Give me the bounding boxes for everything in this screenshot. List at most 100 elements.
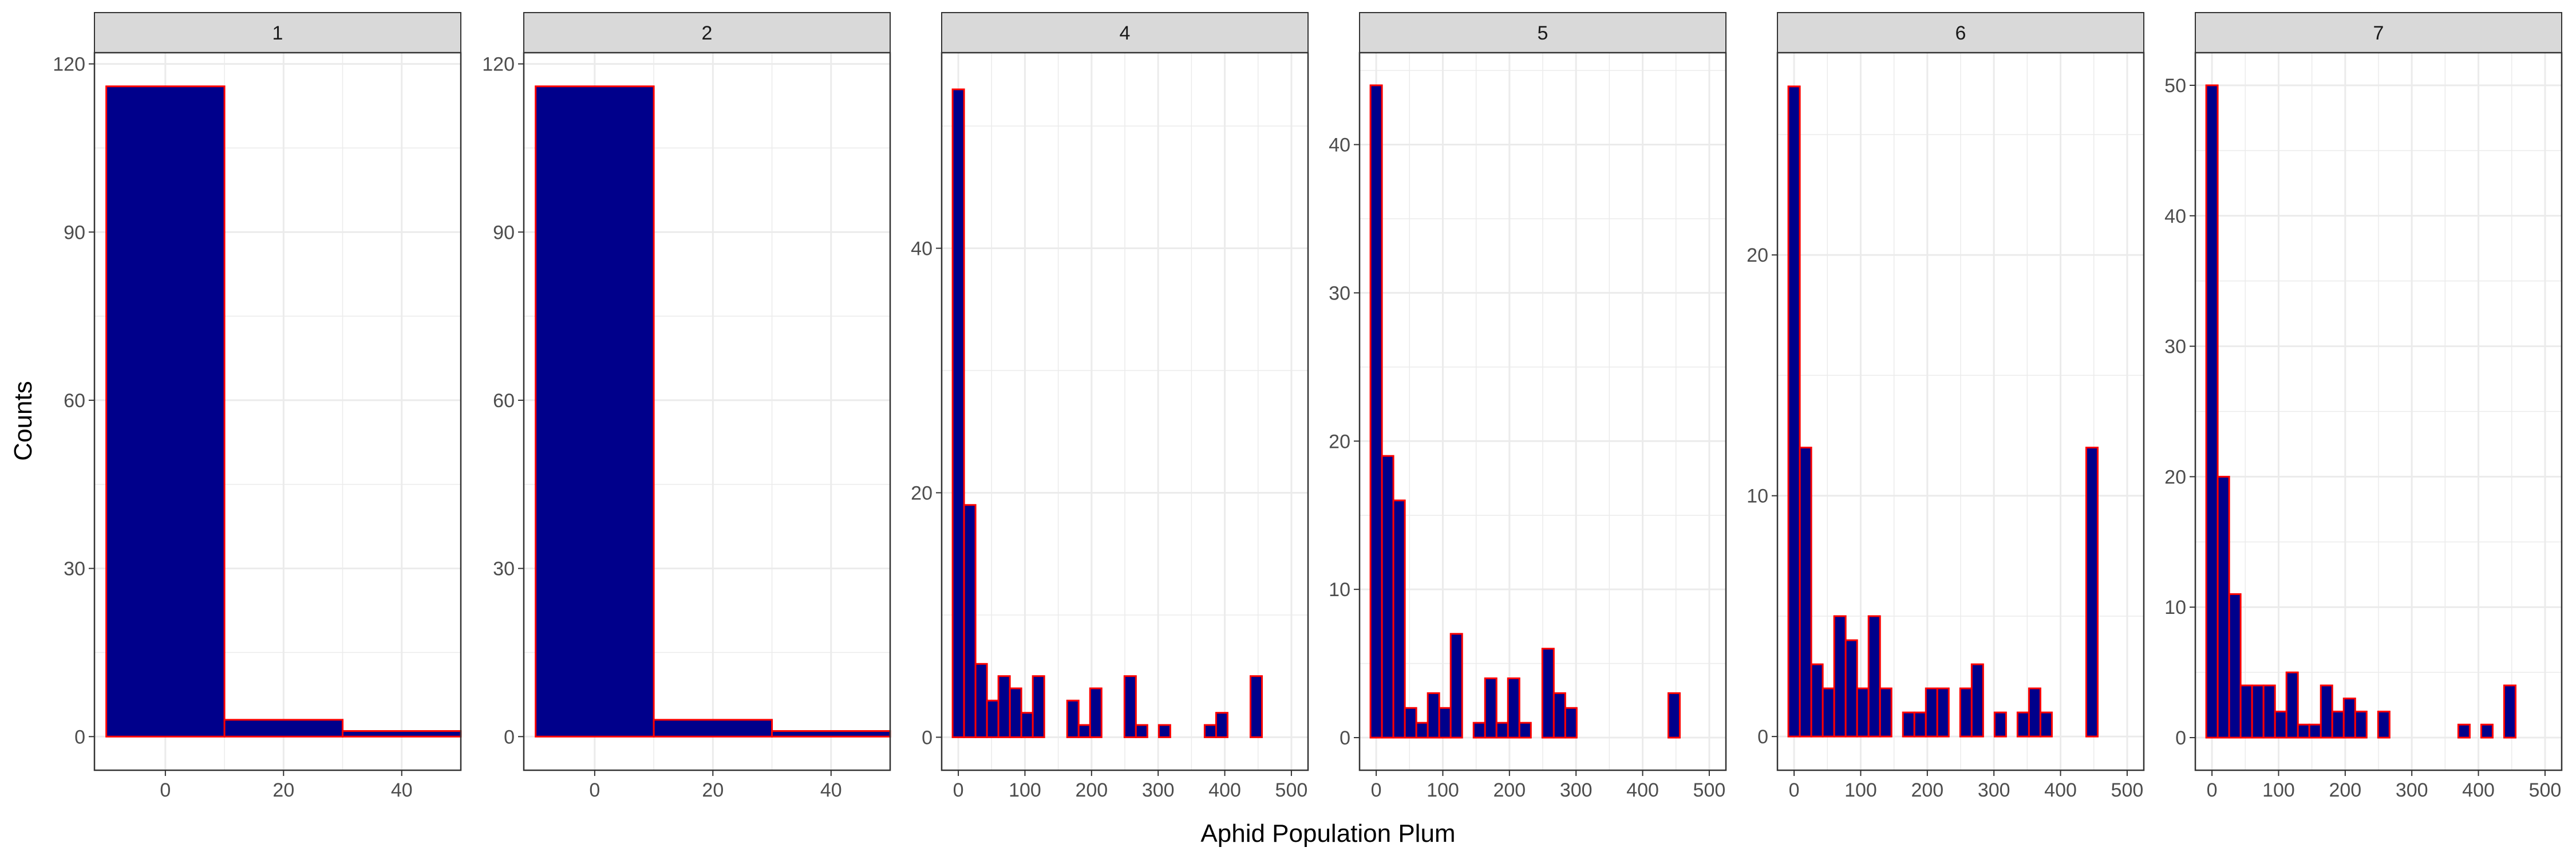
facet-strip [1777, 12, 2144, 53]
histogram-bar [2239, 684, 2253, 739]
x-tick-label: 500 [2111, 779, 2144, 801]
x-tick-label: 0 [1789, 779, 1800, 801]
x-tick-label: 300 [1978, 779, 2010, 801]
x-tick-label: 0 [2207, 779, 2218, 801]
y-tick-label: 30 [64, 558, 85, 580]
x-tick-label: 20 [702, 779, 724, 801]
histogram-bar [1392, 499, 1406, 739]
facet-strip-label: 2 [702, 22, 713, 44]
histogram-bar [223, 719, 344, 738]
histogram-bar [1157, 724, 1171, 738]
histogram-bar [1404, 707, 1417, 739]
histogram-bar [1844, 639, 1858, 738]
histogram-bar [2016, 711, 2030, 738]
x-tick-label: 100 [1844, 779, 1877, 801]
histogram-bar [342, 730, 462, 738]
y-tick-label: 20 [911, 482, 933, 504]
histogram-bar [2274, 710, 2287, 739]
y-tick-label: 0 [74, 726, 85, 748]
x-tick-label: 300 [2396, 779, 2428, 801]
x-tick-label: 200 [1493, 779, 1526, 801]
histogram-bar [1959, 687, 1973, 738]
histogram-bar [1970, 663, 1984, 738]
y-tick-label: 0 [1757, 726, 1768, 748]
histogram-bar [1552, 692, 1566, 739]
x-tick-label: 400 [2044, 779, 2077, 801]
y-tick-label: 10 [1747, 486, 1768, 507]
facet-panel-6: 6 0 100 200 300 400 500 0 10 20 [1747, 12, 2145, 801]
histogram-bar [1203, 724, 1217, 738]
facet-strip-label: 1 [272, 22, 283, 44]
histogram-bar [1249, 675, 1263, 738]
histogram-bar [1810, 663, 1824, 738]
histogram-bar [2285, 671, 2299, 739]
facet-strip [94, 12, 461, 53]
y-tick-label: 90 [64, 222, 85, 243]
histogram-bar [1495, 722, 1509, 739]
x-tick-label: 100 [1009, 779, 1041, 801]
histogram-bar [1484, 677, 1498, 739]
x-tick-label: 40 [391, 779, 413, 801]
histogram-bar [1089, 687, 1103, 738]
y-tick-label: 40 [1329, 135, 1350, 156]
panel-border [1358, 52, 1727, 771]
x-axis-title: Aphid Population Plum [1200, 819, 1455, 848]
histogram-bar [1438, 707, 1452, 739]
facet-strip [941, 12, 1309, 53]
histogram-bar [1066, 699, 1080, 738]
histogram-bar [1667, 692, 1681, 739]
histogram-bar [653, 719, 773, 738]
x-tick-label: 100 [1427, 779, 1459, 801]
facet-strip-label: 7 [2373, 22, 2384, 44]
histogram-bar [1902, 711, 1915, 738]
x-tick-label: 0 [160, 779, 171, 801]
histogram-bar [2205, 84, 2219, 739]
y-tick-label: 60 [493, 390, 515, 412]
histogram-bar [1449, 633, 1463, 739]
histogram-bar [535, 85, 655, 738]
histogram-bar [1507, 677, 1520, 739]
histogram-bar [1369, 84, 1383, 739]
facet-strip-label: 4 [1120, 22, 1131, 44]
x-tick-label: 500 [2529, 779, 2562, 801]
x-tick-label: 500 [1275, 779, 1308, 801]
histogram-bar [1077, 724, 1091, 738]
histogram-bar [1020, 712, 1034, 738]
y-tick-label: 10 [2164, 597, 2186, 618]
histogram-bar [2028, 687, 2041, 738]
panel-border [2194, 52, 2563, 771]
x-tick-label: 0 [1371, 779, 1382, 801]
y-tick-label: 40 [2164, 206, 2186, 227]
x-tick-label: 0 [589, 779, 600, 801]
histogram-bar [2039, 711, 2053, 738]
facet-strip-label: 5 [1538, 22, 1548, 44]
histogram-bar [1993, 711, 2007, 738]
y-tick-label: 40 [911, 238, 933, 260]
facet-strip [2195, 12, 2562, 53]
y-tick-label: 120 [53, 54, 85, 76]
x-tick-label: 400 [2462, 779, 2495, 801]
histogram-bar [1564, 707, 1578, 739]
histogram-bar [2377, 710, 2391, 739]
y-tick-label: 20 [2164, 466, 2186, 488]
histogram-bar [1936, 687, 1950, 738]
histogram-bar [771, 730, 891, 738]
histogram-bar [1799, 447, 1812, 738]
histogram-bar [2262, 684, 2276, 739]
histogram-bar [1381, 455, 1394, 739]
y-tick-label: 120 [482, 54, 515, 76]
y-tick-label: 0 [1340, 727, 1350, 749]
y-axis-title: Counts [9, 381, 37, 460]
histogram-bar [2085, 447, 2099, 738]
y-tick-label: 30 [2164, 336, 2186, 358]
x-tick-label: 400 [1208, 779, 1241, 801]
histogram-bar [1032, 675, 1045, 738]
x-tick-label: 500 [1693, 779, 1726, 801]
y-tick-label: 0 [922, 727, 933, 748]
panel-border [523, 52, 891, 771]
histogram-bar [1009, 687, 1022, 738]
histogram-bar [1123, 675, 1137, 738]
histogram-bar [1415, 722, 1429, 739]
